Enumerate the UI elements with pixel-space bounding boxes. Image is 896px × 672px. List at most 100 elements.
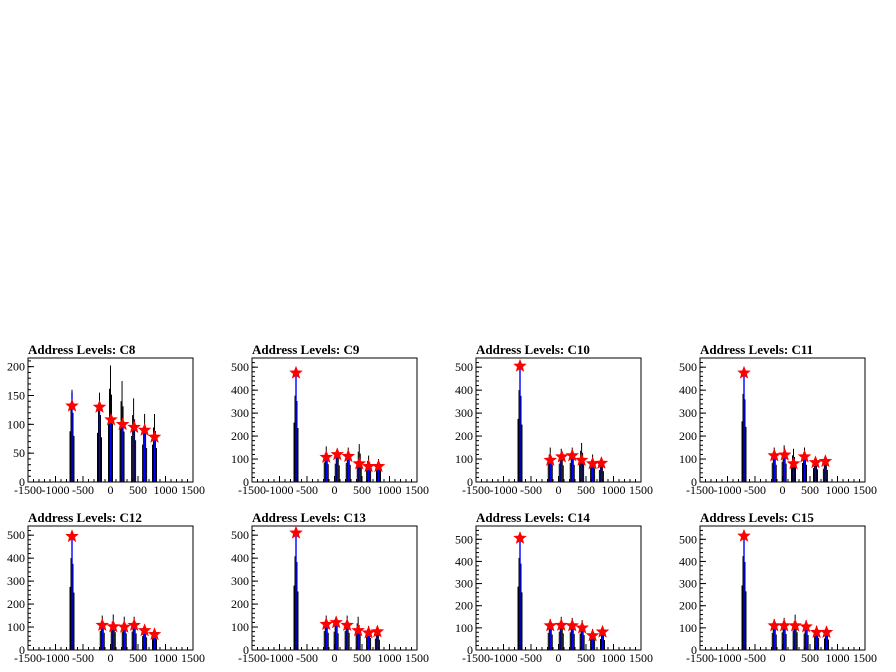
plot-frame [251, 357, 418, 483]
y-tick-label: 100 [7, 417, 25, 431]
panel-3: Address Levels: C10 0 100 200 300 400 500 -1500… [455, 342, 653, 497]
y-tick-label: 100 [231, 620, 249, 634]
x-tick-label: 1500 [405, 651, 429, 665]
peak-marker [289, 525, 303, 539]
peak-marker [574, 453, 589, 466]
x-tick-label: -500 [744, 651, 766, 665]
x-tick-label: 1500 [853, 651, 877, 665]
y-tick-label: 300 [679, 577, 697, 591]
y-tick-label: 300 [455, 406, 473, 420]
peak-marker [104, 412, 118, 426]
peak-marker [137, 623, 152, 637]
y-tick-label: 200 [455, 599, 473, 613]
x-tick-label: 0 [108, 483, 114, 497]
x-tick-label: -1000 [266, 651, 294, 665]
x-tick-label: 500 [577, 483, 595, 497]
x-tick-label: 0 [556, 483, 562, 497]
x-tick-label: -500 [520, 483, 542, 497]
peak-marker [65, 529, 79, 543]
x-tick-label: 1500 [405, 483, 429, 497]
peak-marker [65, 398, 79, 412]
y-tick-label: 0 [691, 643, 697, 657]
x-tick-label: 0 [332, 651, 338, 665]
panel-title: Address Levels: C13 [252, 510, 366, 525]
x-tick-label: 0 [108, 651, 114, 665]
y-tick-label: 300 [679, 406, 697, 420]
y-tick-label: 100 [679, 621, 697, 635]
peak-marker [127, 618, 141, 631]
x-tick-label: -1500 [14, 483, 42, 497]
peak-marker [370, 624, 385, 638]
y-tick-label: 0 [691, 475, 697, 489]
x-tick-label: -1500 [462, 483, 490, 497]
x-tick-label: 500 [129, 483, 147, 497]
x-tick-label: -1500 [686, 483, 714, 497]
panel-7: Address Levels: C14 0 100 200 300 400 500 -1500… [455, 510, 653, 665]
panel-4: Address Levels: C11 0 100 200 300 400 500 -1500… [679, 342, 877, 497]
peak-marker [513, 531, 527, 544]
x-tick-label: 500 [801, 651, 819, 665]
peak-marker [115, 417, 130, 431]
x-tick-label: 1000 [826, 651, 850, 665]
x-tick-label: 1500 [181, 651, 205, 665]
x-tick-label: 1500 [629, 483, 653, 497]
panel-title: Address Levels: C9 [252, 342, 360, 357]
panel-title: Address Levels: C11 [700, 342, 813, 357]
y-tick-label: 100 [455, 452, 473, 466]
x-tick-label: 1000 [378, 483, 402, 497]
y-tick-label: 100 [455, 621, 473, 635]
x-tick-label: 500 [129, 651, 147, 665]
y-tick-label: 400 [7, 551, 25, 565]
x-tick-label: 1500 [181, 483, 205, 497]
y-tick-label: 200 [231, 429, 249, 443]
peak-marker [737, 365, 751, 379]
peak-marker [137, 422, 152, 436]
x-tick-label: -1500 [238, 483, 266, 497]
x-tick-label: -1500 [462, 651, 490, 665]
y-tick-label: 300 [231, 406, 249, 420]
y-tick-label: 150 [7, 388, 25, 402]
peak-marker [543, 618, 558, 632]
y-tick-label: 50 [13, 446, 25, 460]
peak-marker [799, 619, 813, 633]
x-tick-label: 0 [556, 651, 562, 665]
y-tick-label: 200 [231, 597, 249, 611]
peak-marker [319, 617, 334, 631]
peak-marker [289, 365, 303, 379]
y-tick-label: 500 [231, 528, 249, 542]
y-tick-label: 0 [19, 643, 25, 657]
y-tick-label: 0 [467, 475, 473, 489]
y-tick-label: 500 [455, 360, 473, 374]
y-tick-label: 200 [679, 429, 697, 443]
peak-marker [127, 420, 141, 433]
x-tick-label: 0 [780, 651, 786, 665]
peak-marker [777, 618, 791, 632]
plot-frame [475, 357, 642, 483]
x-tick-label: -1000 [266, 483, 294, 497]
x-tick-label: 500 [801, 483, 819, 497]
peak-marker [786, 456, 801, 470]
peak-marker [565, 618, 580, 632]
x-tick-label: -500 [296, 651, 318, 665]
peak-marker [555, 449, 569, 463]
y-tick-label: 400 [455, 554, 473, 568]
peak-marker [341, 449, 356, 463]
y-tick-label: 0 [19, 475, 25, 489]
plot-frame [251, 525, 418, 651]
y-tick-label: 500 [7, 528, 25, 542]
peak-marker [106, 619, 121, 633]
y-tick-label: 200 [7, 597, 25, 611]
peak-marker [767, 448, 782, 462]
peak-marker [777, 447, 792, 461]
panel-title: Address Levels: C15 [700, 510, 814, 525]
x-tick-label: -1500 [686, 651, 714, 665]
y-tick-label: 100 [679, 452, 697, 466]
y-tick-label: 100 [231, 452, 249, 466]
x-tick-label: 1000 [154, 483, 178, 497]
x-tick-label: -1000 [490, 483, 518, 497]
x-tick-label: 1000 [154, 651, 178, 665]
y-tick-label: 300 [455, 577, 473, 591]
x-tick-label: -1000 [490, 651, 518, 665]
peak-marker [554, 618, 569, 631]
